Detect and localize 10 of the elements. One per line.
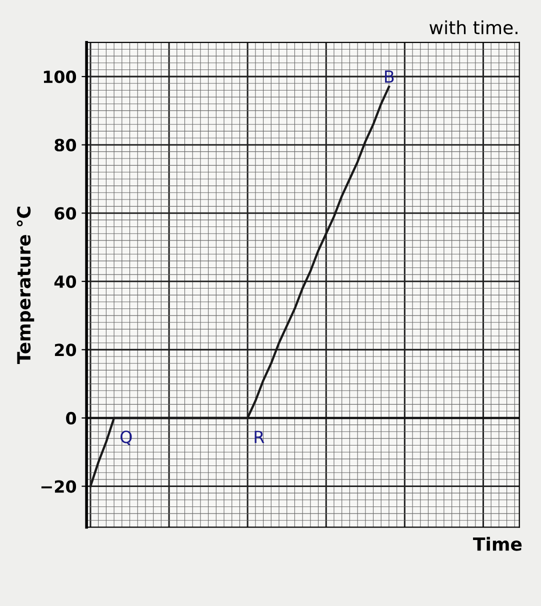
y-tick-label: 40 xyxy=(54,275,76,288)
y-tick-label: −20 xyxy=(41,480,76,493)
y-tick-label: 0 xyxy=(66,412,76,425)
y-tick-label: 20 xyxy=(54,344,76,356)
y-axis-title: Temperature °C xyxy=(16,206,34,364)
x-axis-title: Time xyxy=(473,536,522,551)
y-tick-label: 80 xyxy=(54,138,76,152)
text: with time. xyxy=(430,20,518,34)
y-tick-label: 60 xyxy=(54,207,76,220)
y-tick-label: 100 xyxy=(44,70,76,84)
